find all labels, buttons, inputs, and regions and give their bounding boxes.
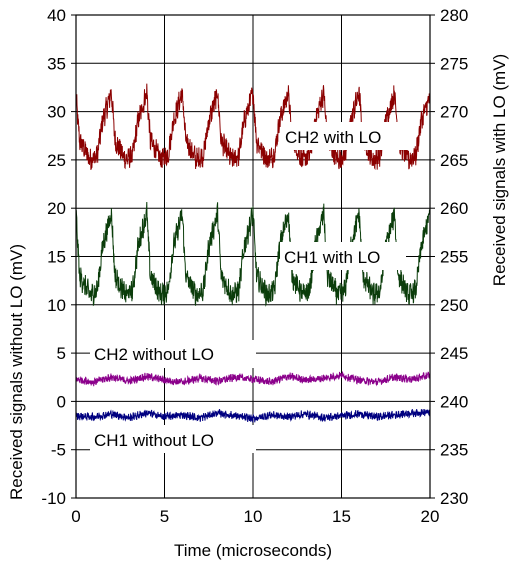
x-axis-title: Time (microseconds): [174, 541, 332, 560]
right-y-ticks: 280 275 270 265 260 255 250 245 240 235 230: [430, 6, 468, 508]
x-tick-label: 5: [160, 507, 169, 526]
y-tick-label-left: 5: [57, 344, 66, 363]
y-tick-label-left: -5: [51, 441, 66, 460]
y-tick-label-left: 20: [47, 199, 66, 218]
y-tick-label-left: 35: [47, 54, 66, 73]
label-ch1-with-lo-text: CH1 with LO: [284, 248, 380, 267]
label-ch1-with-lo: CH1 with LO: [280, 242, 406, 270]
y-tick-label-left: 0: [57, 392, 66, 411]
series-line: [75, 201, 431, 307]
y-tick-label-right: 265: [440, 151, 468, 170]
x-tick-label: 10: [244, 507, 263, 526]
y-tick-label-right: 250: [440, 296, 468, 315]
series-line: [75, 83, 431, 171]
y-tick-label-left: 30: [47, 103, 66, 122]
series-layer: [75, 83, 431, 423]
series-line: [75, 408, 431, 423]
x-tick-label: 20: [421, 507, 440, 526]
label-ch2-without-lo: CH2 without LO: [90, 340, 256, 368]
right-y-axis-title: Received signals with LO (mV): [490, 54, 509, 286]
label-ch1-without-lo-text: CH1 without LO: [94, 431, 214, 450]
y-tick-label-right: 270: [440, 103, 468, 122]
y-tick-label-left: -10: [41, 489, 66, 508]
left-y-ticks: 40 35 30 25 20 15 10 5 0 -5 -10: [41, 6, 76, 508]
y-tick-label-right: 260: [440, 199, 468, 218]
y-tick-label-right: 280: [440, 6, 468, 25]
x-tick-label: 0: [71, 507, 80, 526]
y-tick-label-left: 25: [47, 151, 66, 170]
label-ch2-without-lo-text: CH2 without LO: [94, 345, 214, 364]
y-tick-label-left: 10: [47, 296, 66, 315]
x-ticks: 0 5 10 15 20: [71, 507, 439, 526]
label-ch1-without-lo: CH1 without LO: [90, 425, 256, 453]
y-tick-label-right: 255: [440, 248, 468, 267]
y-tick-label-right: 235: [440, 441, 468, 460]
x-tick-label: 15: [332, 507, 351, 526]
y-tick-label-right: 275: [440, 54, 468, 73]
y-tick-label-right: 240: [440, 392, 468, 411]
series-line: [75, 370, 431, 387]
y-tick-label-right: 245: [440, 344, 468, 363]
left-y-axis-title: Received signals without LO (mV): [7, 244, 26, 500]
y-tick-label-right: 230: [440, 489, 468, 508]
label-ch2-with-lo-text: CH2 with LO: [285, 128, 381, 147]
y-tick-label-left: 40: [47, 6, 66, 25]
y-tick-label-left: 15: [47, 248, 66, 267]
label-ch2-with-lo: CH2 with LO: [282, 122, 408, 150]
